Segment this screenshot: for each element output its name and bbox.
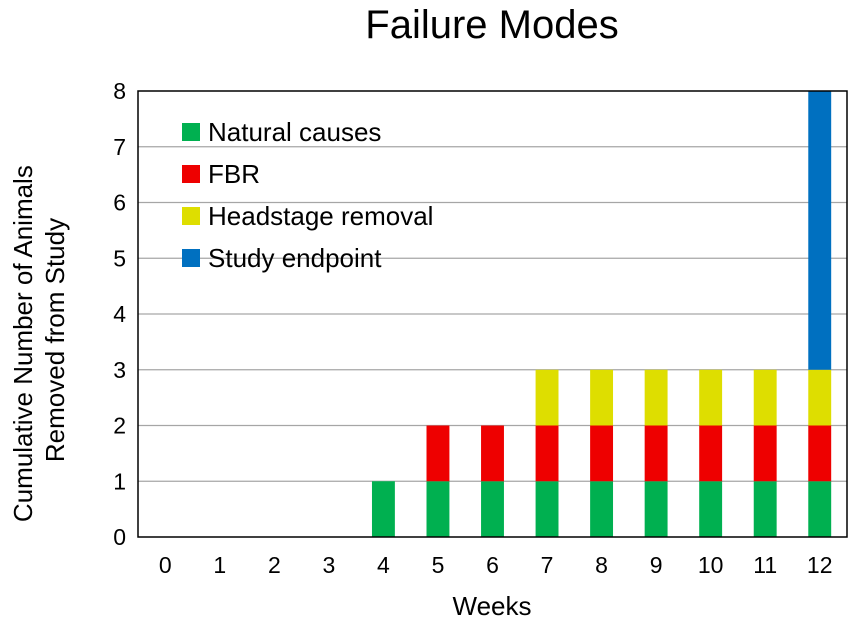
y-tick-labels: 0 1 2 3 4 5 6 7 8 [113,78,126,550]
bar-segment [535,481,559,537]
x-tick-label: 7 [541,552,554,578]
x-axis-label: Weeks [453,591,532,621]
bar-segment [808,425,832,482]
x-tick-label: 2 [268,552,281,578]
y-axis-label-line-2: Removed from Study [40,218,70,462]
bar-segment [808,91,832,370]
x-tick-label: 5 [432,552,445,578]
bar-segment [644,369,668,426]
y-tick-label: 4 [113,301,126,327]
bar-segment [699,481,723,537]
legend-label: FBR [208,159,260,189]
bar-segment [590,425,614,482]
y-tick-label: 5 [113,245,126,271]
bar-segment [808,369,832,426]
y-tick-label: 6 [113,190,126,216]
bar-segment [426,425,450,482]
x-tick-label: 8 [595,552,608,578]
legend-swatch [182,165,200,183]
x-tick-label: 1 [213,552,226,578]
x-tick-label: 0 [159,552,172,578]
bar-segment [481,481,504,537]
x-tick-label: 4 [377,552,390,578]
y-tick-label: 3 [113,357,126,383]
legend-label: Headstage removal [208,201,433,231]
x-tick-label: 11 [753,552,777,578]
legend-swatch [182,123,200,141]
legend-swatch [182,249,200,267]
grid [138,146,847,482]
bar-segment [808,481,832,537]
x-tick-label: 10 [698,552,724,578]
y-tick-label: 1 [113,468,126,494]
bar-segment [590,369,614,426]
legend-label: Natural causes [208,117,381,147]
y-tick-label: 7 [113,134,126,160]
x-tick-labels: 0 1 2 3 4 5 6 7 8 9 10 11 12 [159,552,833,578]
bar-segment [426,481,450,537]
bar-segment [644,481,668,537]
x-tick-label: 9 [650,552,663,578]
bar-segment [753,369,777,426]
legend-swatch [182,207,200,225]
bar-segment [535,425,559,482]
x-tick-label: 3 [322,552,335,578]
bar-segment [590,481,614,537]
y-axis-label: Cumulative Number of Animals Removed fro… [8,158,70,522]
legend-label: Study endpoint [208,243,382,273]
bar-segment [371,481,395,537]
bar-segment [481,425,504,482]
bar-segment [753,481,777,537]
legend: Natural causes FBR Headstage removal Study … [182,117,433,273]
bar-segment [753,425,777,482]
y-tick-label: 0 [113,524,126,550]
y-axis-label-line-1: Cumulative Number of Animals [8,165,38,522]
x-tick-label: 12 [807,552,833,578]
bar-segment [644,425,668,482]
plot-frame [137,90,848,538]
bar-segment [699,369,723,426]
y-tick-label: 8 [113,78,126,104]
y-tick-label: 2 [113,413,126,439]
bar-segment [535,369,559,426]
chart-title: Failure Modes [365,3,618,47]
x-tick-label: 6 [486,552,499,578]
bars [371,91,832,537]
bar-segment [699,425,723,482]
